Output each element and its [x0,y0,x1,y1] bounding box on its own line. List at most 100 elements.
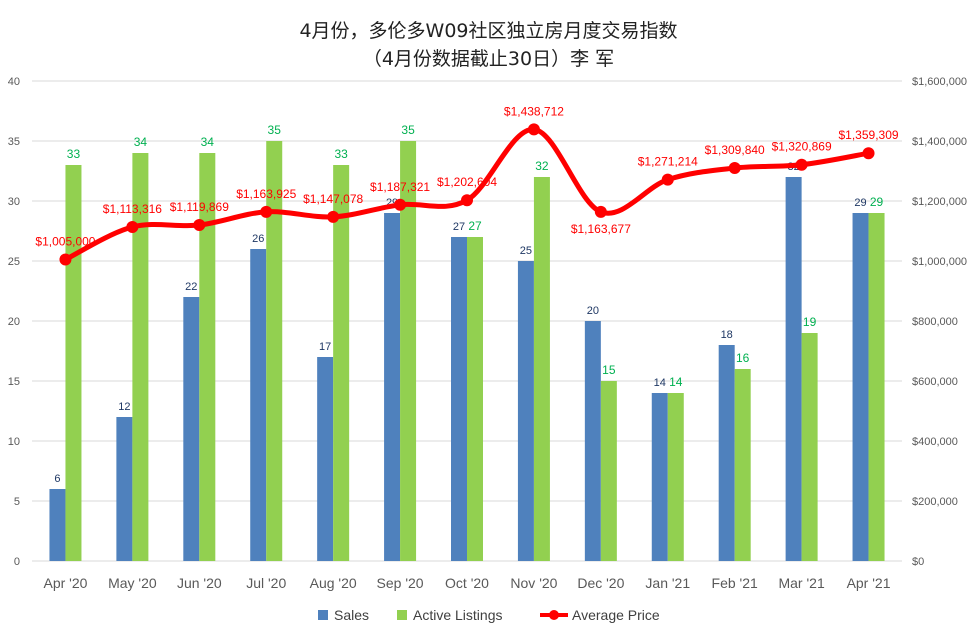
y-right-tick-label: $200,000 [912,496,958,508]
listings-data-label: 32 [535,159,549,173]
price-data-label: $1,005,000 [35,235,95,249]
average-price-marker [862,147,875,160]
y-right-tick-label: $1,600,000 [912,76,967,88]
sales-bar [718,345,735,561]
legend-sales-swatch [318,610,328,620]
x-tick-label: May '20 [108,575,157,591]
y-right-tick-label: $600,000 [912,376,958,388]
listings-bar [65,165,82,561]
sales-data-label: 22 [185,281,197,293]
chart-subtitle: （4月份数据截止30日）李 军 [362,48,615,70]
listings-data-label: 14 [669,375,683,389]
x-tick-label: Jan '21 [645,575,690,591]
sales-bar [384,213,401,561]
listings-data-label: 35 [401,123,415,137]
sales-data-label: 12 [118,401,130,413]
y-left-tick-label: 15 [8,376,20,388]
average-price-marker [795,158,808,171]
sales-data-label: 25 [520,245,532,257]
listings-bar [266,141,283,561]
x-tick-label: Aug '20 [310,575,357,591]
y-left-tick-label: 35 [8,136,20,148]
listings-bar [467,237,483,561]
x-tick-label: Mar '21 [778,575,824,591]
price-data-label: $1,147,078 [303,192,363,206]
listings-data-label: 16 [736,351,750,365]
listings-data-label: 27 [468,219,482,233]
listings-bar [199,153,216,561]
listings-data-label: 15 [602,363,616,377]
sales-bar [49,489,66,561]
sales-bar [250,249,267,561]
average-price-marker [394,198,407,211]
average-price-marker [461,194,473,207]
y-left-tick-label: 20 [8,316,20,328]
y-left-tick-label: 25 [8,256,20,268]
listings-data-label: 35 [268,123,282,137]
legend-listings-swatch [397,610,407,620]
sales-data-label: 17 [319,341,331,353]
y-right-tick-label: $1,000,000 [912,256,967,268]
x-tick-label: Feb '21 [712,575,758,591]
price-data-label: $1,163,925 [236,187,296,201]
price-data-label: $1,271,214 [638,155,698,169]
sales-bar [517,261,534,561]
average-price-marker [728,162,741,175]
x-tick-label: Oct '20 [445,575,489,591]
listings-bar [801,333,818,561]
x-tick-label: Apr '21 [847,575,891,591]
sales-data-label: 26 [252,233,264,245]
price-data-label: $1,163,677 [571,222,631,236]
y-right-tick-label: $1,200,000 [912,196,967,208]
sales-data-label: 20 [587,305,599,317]
listings-data-label: 34 [201,135,215,149]
y-right-tick-label: $800,000 [912,316,958,328]
legend-listings-label: Active Listings [413,607,502,623]
price-data-label: $1,119,869 [170,200,229,214]
x-tick-label: Dec '20 [577,575,624,591]
y-left-tick-label: 5 [14,496,20,508]
legend-price-marker [549,610,559,620]
listings-bar [132,153,149,561]
average-price-marker [594,205,607,218]
average-price-marker [661,173,674,186]
listings-bar [868,213,885,561]
price-data-label: $1,359,309 [839,128,899,142]
x-tick-label: Jun '20 [177,575,222,591]
listings-bar [333,165,350,561]
legend-sales-label: Sales [334,607,369,623]
average-price-marker [193,219,206,232]
sales-bar [651,393,668,561]
listings-data-label: 29 [870,195,884,209]
price-data-label: $1,187,321 [370,180,430,194]
sales-data-label: 14 [654,377,666,389]
listings-bar [533,177,550,561]
listings-data-label: 34 [134,135,148,149]
average-price-marker [126,221,139,234]
listings-data-label: 33 [334,147,348,161]
listings-bar [667,393,684,561]
x-tick-label: Sep '20 [377,575,424,591]
price-data-label: $1,320,869 [772,140,832,154]
y-right-tick-label: $400,000 [912,436,958,448]
legend-price-label: Average Price [572,607,660,623]
sales-bar [183,297,200,561]
y-right-tick-label: $1,400,000 [912,136,967,148]
price-data-label: $1,113,316 [103,202,162,216]
sales-data-label: 6 [54,473,60,485]
average-price-marker [327,210,340,223]
sales-bar [785,177,802,561]
sales-bar [451,237,467,561]
x-tick-label: Nov '20 [510,575,557,591]
sales-data-label: 27 [453,221,465,233]
y-right-tick-label: $0 [912,556,924,568]
x-tick-label: Jul '20 [246,575,286,591]
listings-bar [400,141,417,561]
chart-title: 4月份，多伦多W09社区独立房月度交易指数 [299,20,678,42]
y-left-tick-label: 30 [8,196,20,208]
y-left-tick-label: 10 [8,436,20,448]
sales-data-label: 29 [854,197,866,209]
sales-bar [584,321,601,561]
